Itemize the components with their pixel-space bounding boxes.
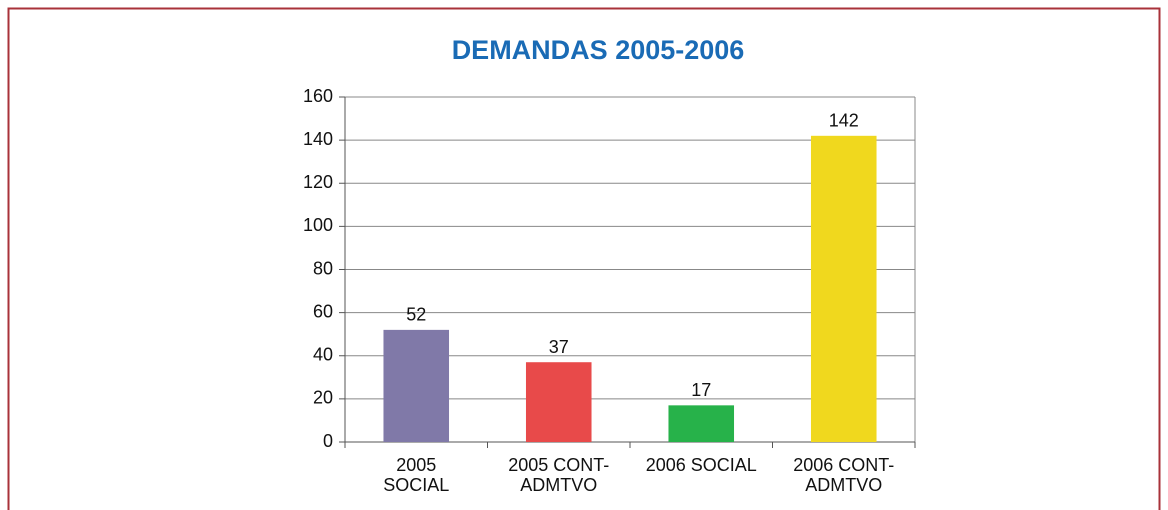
chart-title: DEMANDAS 2005-2006 [452, 35, 745, 65]
y-tick-label: 120 [303, 172, 333, 192]
data-label: 37 [549, 337, 569, 357]
y-tick-label: 80 [313, 258, 333, 278]
x-tick-line: 2005 CONT- [508, 455, 609, 475]
x-tick-line: 2006 CONT- [793, 455, 894, 475]
x-tick-line: ADMTVO [805, 475, 882, 495]
bar [383, 329, 450, 442]
x-tick-label: 2005 SOCIAL [383, 455, 449, 495]
x-tick-label: 2006 SOCIAL [646, 455, 757, 475]
x-tick-line: SOCIAL [383, 475, 449, 495]
y-tick-label: 160 [303, 86, 333, 106]
y-tick-label: 40 [313, 345, 333, 365]
data-label: 142 [829, 111, 859, 131]
x-tick-line: 2006 SOCIAL [646, 455, 757, 475]
bar [525, 362, 592, 442]
data-label: 52 [406, 305, 426, 325]
y-tick-label: 60 [313, 301, 333, 321]
bar [668, 405, 735, 442]
data-label: 17 [691, 380, 711, 400]
y-tick-label: 100 [303, 215, 333, 235]
x-tick-label: 2005 CONT-ADMTVO [508, 455, 609, 495]
y-tick-label: 20 [313, 388, 333, 408]
y-tick-label: 0 [323, 431, 333, 451]
x-tick-label: 2006 CONT-ADMTVO [793, 455, 894, 495]
frame [7, 7, 1161, 510]
x-tick-line: 2005 [396, 455, 436, 475]
y-tick-label: 140 [303, 129, 333, 149]
bar [810, 135, 877, 442]
x-tick-line: ADMTVO [520, 475, 597, 495]
